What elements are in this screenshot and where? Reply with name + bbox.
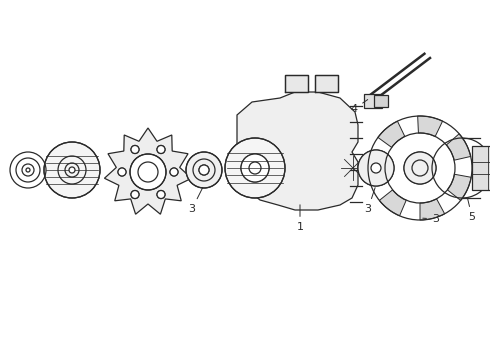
- FancyBboxPatch shape: [364, 94, 382, 108]
- Circle shape: [157, 190, 165, 198]
- Wedge shape: [368, 157, 386, 182]
- Wedge shape: [378, 121, 405, 148]
- Polygon shape: [237, 92, 358, 210]
- Circle shape: [69, 167, 75, 173]
- Text: 5: 5: [467, 199, 475, 222]
- Circle shape: [371, 163, 381, 173]
- Text: 4: 4: [350, 100, 368, 114]
- FancyBboxPatch shape: [472, 146, 490, 190]
- Text: 2: 2: [0, 359, 1, 360]
- Circle shape: [225, 138, 285, 198]
- Text: 3: 3: [189, 188, 203, 214]
- Polygon shape: [285, 75, 308, 92]
- Circle shape: [130, 154, 166, 190]
- Circle shape: [241, 154, 269, 182]
- Wedge shape: [420, 199, 444, 220]
- FancyBboxPatch shape: [374, 95, 388, 107]
- Circle shape: [44, 142, 100, 198]
- Text: 1: 1: [296, 205, 303, 232]
- Polygon shape: [104, 128, 192, 214]
- Circle shape: [404, 152, 436, 184]
- Text: 3: 3: [365, 188, 375, 214]
- Wedge shape: [417, 116, 442, 136]
- Circle shape: [131, 145, 139, 153]
- Circle shape: [118, 168, 126, 176]
- Circle shape: [358, 150, 394, 186]
- Polygon shape: [315, 75, 338, 92]
- Wedge shape: [447, 174, 471, 201]
- Circle shape: [170, 168, 178, 176]
- Wedge shape: [446, 134, 471, 160]
- Circle shape: [186, 152, 222, 188]
- Text: 3: 3: [423, 214, 439, 224]
- Circle shape: [131, 190, 139, 198]
- Wedge shape: [379, 190, 406, 216]
- Circle shape: [199, 165, 209, 175]
- Circle shape: [157, 145, 165, 153]
